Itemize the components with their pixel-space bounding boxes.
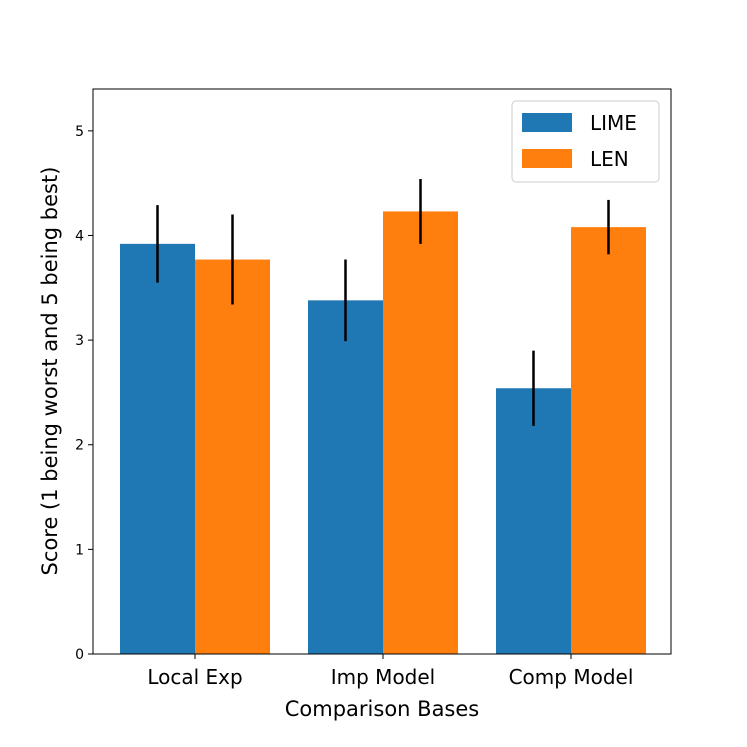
- legend-items: LIME LEN: [522, 111, 637, 171]
- bar-len-1: [195, 259, 270, 654]
- bars-layer: [120, 211, 646, 654]
- legend-swatch-len: [522, 149, 572, 168]
- y-tick-label: 5: [75, 124, 84, 140]
- bar-lime-2: [308, 300, 383, 654]
- legend-label-lime: LIME: [590, 111, 637, 135]
- legend: LIME LEN: [511, 100, 660, 183]
- y-tick-label: 3: [75, 333, 84, 349]
- x-axis: Local Exp Imp Model Comp Model: [147, 654, 633, 689]
- x-tick-label: Local Exp: [147, 665, 242, 689]
- bar-len-3: [571, 227, 646, 654]
- bar-len-2: [383, 211, 458, 654]
- plot-frame: [92, 88, 672, 655]
- legend-swatch-lime: [522, 113, 572, 132]
- bar-lime-3: [496, 388, 571, 654]
- x-tick-label: Imp Model: [331, 665, 435, 689]
- y-tick-label: 0: [75, 647, 84, 663]
- error-bars-layer: [156, 178, 610, 426]
- x-axis-title: Comparison Bases: [285, 697, 480, 721]
- y-axis: 0 1 2 3 4 5: [75, 124, 93, 663]
- y-tick-label: 1: [75, 542, 84, 558]
- y-axis-title: Score (1 being worst and 5 being best): [38, 167, 62, 576]
- y-tick-label: 2: [75, 438, 84, 454]
- x-tick-label: Comp Model: [509, 665, 634, 689]
- legend-label-len: LEN: [590, 147, 629, 171]
- bar-lime-1: [120, 243, 195, 654]
- y-tick-label: 4: [75, 228, 84, 244]
